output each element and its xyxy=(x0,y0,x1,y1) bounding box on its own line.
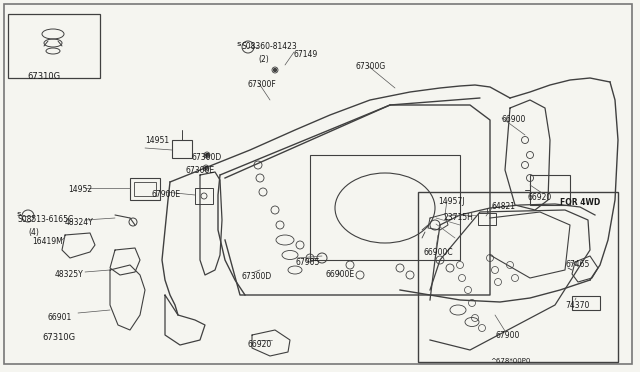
Text: 48324Y: 48324Y xyxy=(65,218,93,227)
Circle shape xyxy=(205,154,209,157)
Text: 66900: 66900 xyxy=(502,115,526,124)
Text: S: S xyxy=(17,212,21,217)
Text: 67300D: 67300D xyxy=(191,153,221,162)
Text: S08513-6165C: S08513-6165C xyxy=(18,215,74,224)
Text: 67900E: 67900E xyxy=(152,190,181,199)
Bar xyxy=(310,155,460,260)
Text: 14957J: 14957J xyxy=(438,197,465,206)
Text: 67300E: 67300E xyxy=(186,166,215,175)
Bar xyxy=(172,140,192,158)
Text: 66920: 66920 xyxy=(528,193,552,202)
Bar xyxy=(130,178,160,200)
Text: 64821: 64821 xyxy=(491,202,515,211)
Bar xyxy=(8,14,100,78)
Circle shape xyxy=(205,167,207,170)
Text: 67300F: 67300F xyxy=(247,80,276,89)
Bar xyxy=(418,192,618,362)
Text: 74370: 74370 xyxy=(565,301,589,310)
Text: 66900E: 66900E xyxy=(326,270,355,279)
Text: 67149: 67149 xyxy=(294,50,318,59)
Text: 67905: 67905 xyxy=(296,258,321,267)
Bar xyxy=(134,182,156,196)
Text: 67900: 67900 xyxy=(495,331,520,340)
Bar xyxy=(195,188,213,204)
Text: 14952: 14952 xyxy=(68,185,92,194)
Text: (4): (4) xyxy=(28,228,39,237)
Text: 67310G: 67310G xyxy=(42,333,75,342)
Text: 67310G: 67310G xyxy=(27,72,60,81)
Text: 67300D: 67300D xyxy=(241,272,271,281)
Text: 67300G: 67300G xyxy=(355,62,385,71)
Text: 14951: 14951 xyxy=(145,136,169,145)
Text: 66920: 66920 xyxy=(248,340,272,349)
Text: 66901: 66901 xyxy=(47,313,71,322)
Text: FOR 4WD: FOR 4WD xyxy=(560,198,600,207)
Text: S08360-81423: S08360-81423 xyxy=(241,42,297,51)
Bar xyxy=(478,213,496,225)
Bar xyxy=(530,175,570,205)
Text: 67465: 67465 xyxy=(565,260,589,269)
Circle shape xyxy=(273,68,276,71)
Text: S: S xyxy=(236,42,241,48)
Text: 23715H: 23715H xyxy=(443,213,473,222)
Text: 48325Y: 48325Y xyxy=(55,270,84,279)
Text: ^678*00P0: ^678*00P0 xyxy=(490,358,531,364)
Bar xyxy=(572,296,600,310)
Text: 16419M: 16419M xyxy=(32,237,63,246)
Text: (2): (2) xyxy=(258,55,269,64)
Text: 66900C: 66900C xyxy=(424,248,454,257)
